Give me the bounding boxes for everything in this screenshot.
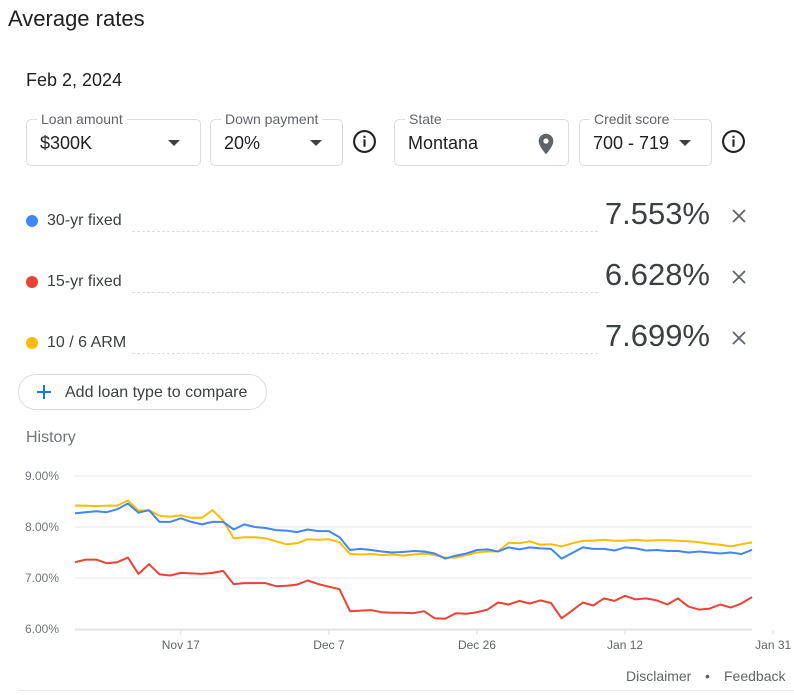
y-axis: 9.00% 8.00% 7.00% 6.00% — [25, 469, 59, 636]
x-tick-label: Dec 26 — [458, 638, 496, 652]
leader-line — [132, 292, 598, 293]
x-tick-label: Jan 31 — [755, 638, 791, 652]
leader-line — [132, 231, 598, 232]
series-line — [74, 556, 753, 620]
plus-icon — [37, 385, 51, 399]
down-payment-select[interactable]: Down payment 20% — [210, 111, 343, 166]
close-icon[interactable] — [732, 270, 746, 284]
leader-line — [132, 353, 598, 354]
feedback-link[interactable]: Feedback — [724, 668, 786, 684]
credit-score-label: Credit score — [590, 111, 674, 127]
state-label: State — [405, 111, 446, 127]
chart-series — [74, 499, 753, 620]
rate-value: 6.628% — [604, 257, 710, 292]
series-dot — [26, 215, 38, 227]
add-loan-type-label: Add loan type to compare — [65, 384, 248, 401]
rate-row-10-6-arm: 10 / 6 ARM 7.699% — [26, 318, 756, 360]
caret-down-icon — [168, 140, 180, 146]
rate-label: 10 / 6 ARM — [47, 334, 127, 351]
rate-label: 30-yr fixed — [47, 212, 122, 229]
caret-down-icon — [310, 140, 322, 146]
series-dot — [26, 337, 38, 349]
x-tick-label: Nov 17 — [162, 638, 200, 652]
credit-score-value: 700 - 719 — [593, 133, 670, 153]
series-dot — [26, 276, 38, 288]
series-line — [74, 502, 753, 560]
close-icon[interactable] — [732, 331, 746, 345]
x-axis: Nov 17 Dec 7 Dec 26 Jan 12 Jan 31 — [75, 629, 791, 652]
down-payment-value: 20% — [224, 133, 261, 153]
history-heading: History — [26, 429, 76, 446]
rate-row-15yr-fixed: 15-yr fixed 6.628% — [26, 257, 756, 299]
credit-score-select[interactable]: Credit score 700 - 719 — [579, 111, 712, 166]
x-tick-label: Dec 7 — [313, 638, 345, 652]
add-loan-type-button[interactable]: Add loan type to compare — [18, 374, 267, 410]
chart-grid — [75, 475, 752, 630]
loan-amount-select[interactable]: Loan amount $300K — [26, 111, 201, 166]
series-line — [75, 499, 753, 559]
close-icon[interactable] — [732, 209, 746, 223]
y-tick-label: 6.00% — [25, 622, 59, 636]
state-value: Montana — [408, 133, 479, 153]
location-pin-icon[interactable] — [537, 133, 555, 155]
down-payment-label: Down payment — [221, 111, 323, 127]
info-icon[interactable] — [721, 129, 746, 154]
disclaimer-link[interactable]: Disclaimer — [626, 668, 692, 684]
caret-down-icon — [679, 140, 691, 146]
rate-date: Feb 2, 2024 — [26, 70, 123, 90]
footer-separator: • — [705, 668, 710, 684]
y-tick-label: 9.00% — [25, 469, 59, 483]
footer-divider — [18, 690, 794, 691]
loan-amount-value: $300K — [40, 133, 93, 153]
page-title: Average rates — [8, 6, 145, 31]
info-icon[interactable] — [352, 129, 377, 154]
rate-value: 7.553% — [604, 196, 710, 231]
rate-value: 7.699% — [604, 318, 710, 353]
rate-row-30yr-fixed: 30-yr fixed 7.553% — [26, 196, 756, 238]
loan-amount-label: Loan amount — [37, 111, 127, 127]
rate-label: 15-yr fixed — [47, 273, 122, 290]
y-tick-label: 8.00% — [25, 520, 59, 534]
x-tick-label: Jan 12 — [607, 638, 643, 652]
rate-history-chart[interactable]: 9.00% 8.00% 7.00% 6.00% Nov 17 Dec 7 Dec 26 Ja… — [0, 462, 794, 657]
y-tick-label: 7.00% — [25, 571, 59, 585]
